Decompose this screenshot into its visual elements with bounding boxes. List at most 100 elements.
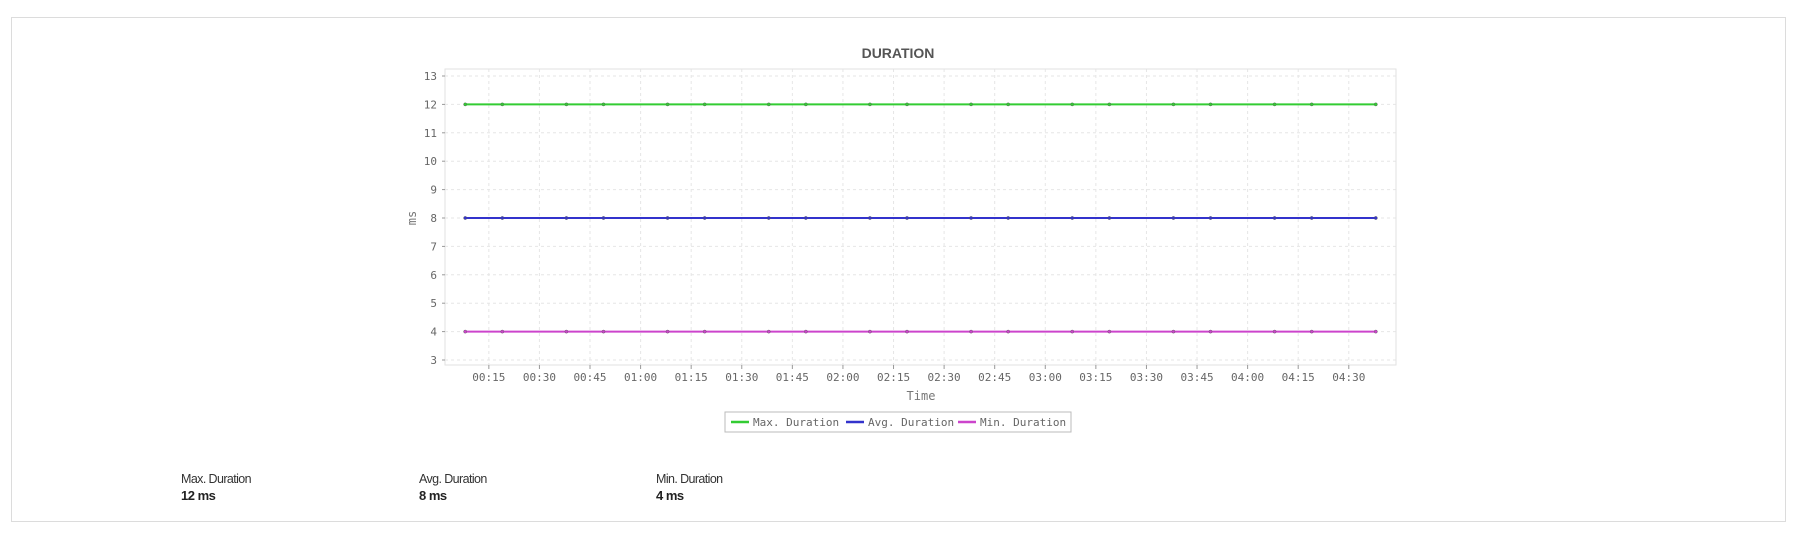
data-point: [1373, 102, 1378, 107]
data-point: [665, 216, 670, 220]
legend-label: Min. Duration: [980, 416, 1066, 429]
data-point: [601, 102, 606, 107]
data-point: [969, 102, 973, 107]
stat-min-duration: Min. Duration 4 ms: [656, 472, 723, 503]
series-lines: [463, 102, 1378, 334]
x-tick-label: 00:15: [472, 371, 505, 384]
data-point: [564, 329, 569, 334]
data-point: [702, 102, 707, 107]
x-tick-label: 00:30: [523, 371, 556, 384]
data-point: [1107, 102, 1112, 107]
data-point: [766, 102, 771, 107]
data-point: [564, 102, 569, 107]
data-point: [1373, 329, 1378, 334]
x-tick-label: 03:30: [1130, 371, 1163, 384]
x-tick-label: 03:15: [1079, 371, 1112, 384]
x-axis-label: Time: [907, 389, 936, 403]
data-point: [702, 216, 707, 220]
x-tick-label: 02:00: [826, 371, 859, 384]
data-point: [1208, 329, 1213, 334]
y-axis-label: ms: [405, 211, 419, 225]
data-point: [868, 102, 872, 107]
data-point: [463, 216, 468, 220]
data-point: [1272, 216, 1277, 220]
data-point: [804, 329, 808, 334]
data-point: [1309, 102, 1314, 107]
data-point: [905, 102, 909, 107]
data-point: [1107, 329, 1112, 334]
data-point: [702, 329, 707, 334]
x-tick-label: 04:00: [1231, 371, 1264, 384]
y-tick-label: 7: [430, 240, 437, 253]
data-point: [1171, 216, 1176, 220]
x-axis: 00:15 00:30 00:45 01:00 01:15 01:30 01:45 02:00…: [472, 365, 1365, 384]
legend: Max. Duration Avg. Duration Min. Duration: [724, 411, 1072, 433]
data-point: [1070, 216, 1075, 220]
data-point: [1171, 102, 1176, 107]
data-point: [500, 102, 505, 107]
duration-panel: [11, 17, 1786, 522]
chart-title: DURATION: [862, 45, 935, 61]
data-point: [766, 216, 771, 220]
data-point: [1171, 329, 1176, 334]
y-tick-label: 9: [430, 184, 437, 197]
x-tick-label: 02:45: [978, 371, 1011, 384]
y-tick-label: 12: [424, 98, 437, 111]
x-tick-label: 01:45: [776, 371, 809, 384]
x-tick-label: 02:30: [928, 371, 961, 384]
data-point: [564, 216, 569, 220]
data-point: [463, 102, 468, 107]
data-point: [1006, 102, 1010, 107]
stat-value: 4 ms: [656, 488, 684, 503]
y-tick-label: 5: [430, 297, 437, 310]
plot-area: [444, 68, 1397, 366]
data-point: [601, 329, 606, 334]
data-point: [665, 102, 670, 107]
x-tick-label: 01:30: [725, 371, 758, 384]
legend-box: [724, 411, 1072, 433]
data-point: [804, 216, 808, 220]
data-point: [766, 329, 771, 334]
data-point: [601, 216, 606, 220]
data-point: [868, 329, 872, 334]
stat-avg-duration: Avg. Duration 8 ms: [419, 472, 487, 503]
data-point: [1070, 102, 1075, 107]
stat-label: Avg. Duration: [419, 472, 487, 486]
data-point: [1309, 216, 1314, 220]
stat-value: 12 ms: [181, 488, 216, 503]
x-tick-label: 03:00: [1029, 371, 1062, 384]
data-point: [463, 329, 468, 334]
y-tick-label: 6: [430, 269, 437, 282]
data-point: [1373, 216, 1378, 220]
data-point: [1208, 216, 1213, 220]
data-point: [1070, 329, 1075, 334]
stat-value: 8 ms: [419, 488, 447, 503]
y-tick-label: 10: [424, 155, 437, 168]
data-point: [1208, 102, 1213, 107]
data-point: [905, 216, 909, 220]
data-point: [1272, 329, 1277, 334]
x-tick-label: 01:15: [675, 371, 708, 384]
data-point: [1107, 216, 1112, 220]
y-tick-label: 8: [430, 212, 437, 225]
x-tick-label: 03:45: [1180, 371, 1213, 384]
data-point: [868, 216, 872, 220]
y-axis: 3 4 5 6 7 8 9 10 11 12 13: [424, 70, 445, 367]
data-point: [500, 329, 505, 334]
data-point: [1272, 102, 1277, 107]
x-tick-label: 04:30: [1332, 371, 1365, 384]
y-tick-label: 11: [424, 127, 437, 140]
stat-label: Min. Duration: [656, 472, 723, 486]
legend-label: Max. Duration: [753, 416, 839, 429]
x-tick-label: 00:45: [573, 371, 606, 384]
data-point: [804, 102, 808, 107]
data-point: [1006, 329, 1010, 334]
stat-label: Max. Duration: [181, 472, 252, 486]
data-point: [905, 329, 909, 334]
data-point: [665, 329, 670, 334]
legend-label: Avg. Duration: [868, 416, 954, 429]
data-point: [1309, 329, 1314, 334]
data-point: [1006, 216, 1010, 220]
stat-max-duration: Max. Duration 12 ms: [181, 472, 252, 503]
